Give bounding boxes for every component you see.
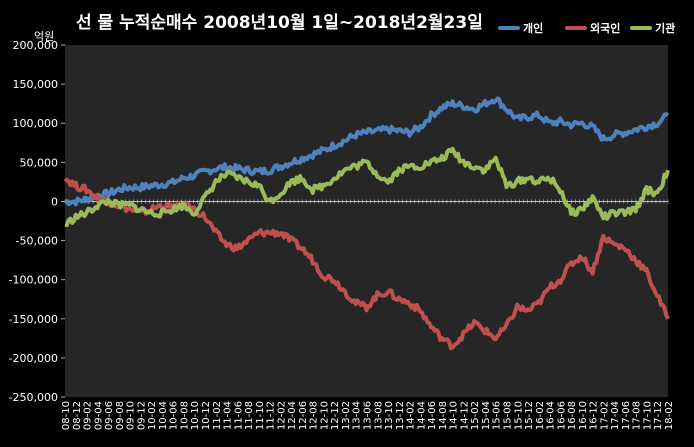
y-tick-label: -50,000 [16,235,58,248]
x-tick-label: 12-04 [287,401,298,430]
x-tick-label: 14-02 [406,401,417,430]
x-tick-label: 16-02 [535,401,546,430]
legend-swatch-individual [498,26,520,30]
x-tick-label: 12-12 [330,401,341,430]
x-tick-label: 11-10 [255,401,266,430]
x-tick-label: 10-04 [158,401,169,430]
x-tick-label: 10-06 [169,401,180,430]
y-tick-label: -200,000 [9,352,58,365]
x-tick-label: 09-04 [93,401,104,430]
x-tick-label: 15-08 [502,401,513,430]
x-tick-label: 13-10 [384,401,395,430]
x-tick-label: 10-12 [201,401,212,430]
x-tick-label: 17-04 [610,401,621,430]
x-tick-label: 16-08 [567,401,578,430]
x-tick-label: 11-04 [223,401,234,430]
chart-title: 선 물 누적순매수 2008년10월 1일~2018년2월23일 [76,13,483,33]
x-tick-label: 15-02 [470,401,481,430]
y-tick-label: 0 [51,195,58,208]
x-tick-label: 11-02 [212,401,223,430]
y-tick-label: -150,000 [9,313,58,326]
legend-label-institution: 기관 [655,22,676,35]
y-axis-unit-label: 억원 [34,30,55,43]
legend-swatch-foreign [565,26,587,30]
x-tick-label: 11-12 [266,401,277,430]
x-tick-label: 12-08 [309,401,320,430]
x-tick-label: 15-12 [524,401,535,430]
y-tick-label: -250,000 [9,391,58,404]
x-tick-label: 15-04 [481,401,492,430]
x-tick-label: 16-12 [589,401,600,430]
x-tick-label: 14-10 [449,401,460,430]
x-tick-label: 09-02 [83,401,94,430]
x-tick-label: 15-06 [492,401,503,430]
series-line-institution [64,146,670,228]
legend-item-foreign: 외국인 [565,20,620,36]
x-tick-label: 10-10 [190,401,201,430]
x-tick-label: 17-08 [632,401,643,430]
x-tick-label: 14-04 [416,401,427,430]
legend-label-foreign: 외국인 [590,22,621,35]
legend-label-individual: 개인 [523,22,544,35]
x-tick-label: 13-06 [363,401,374,430]
x-tick-label: 16-06 [556,401,567,430]
x-tick-label: 13-12 [395,401,406,430]
x-tick-label: 17-10 [642,401,653,430]
x-tick-label: 14-12 [459,401,470,430]
x-tick-label: 13-08 [373,401,384,430]
x-tick-label: 14-08 [438,401,449,430]
y-tick-label: -100,000 [9,274,58,287]
series-line-foreign [63,177,670,351]
x-tick-label: 13-04 [352,401,363,430]
x-tick-label: 12-10 [319,401,330,430]
x-tick-label: 16-10 [578,401,589,430]
x-tick-label: 09-08 [115,401,126,430]
x-tick-label: 18-02 [664,401,675,430]
y-tick-label: 150,000 [13,78,59,91]
x-tick-label: 09-10 [126,401,137,430]
x-tick-label: 09-12 [136,401,147,430]
x-tick-label: 17-12 [653,401,664,430]
x-tick-label: 11-06 [233,401,244,430]
x-tick-label: 12-02 [276,401,287,430]
x-tick-label: 14-06 [427,401,438,430]
plot-area [65,45,668,397]
x-tick-label: 09-06 [104,401,115,430]
x-tick-label: 17-02 [599,401,610,430]
x-tick-label: 13-02 [341,401,352,430]
x-tick-label: 17-06 [621,401,632,430]
x-tick-label: 10-08 [179,401,190,430]
legend-item-individual: 개인 [498,20,543,36]
legend-item-institution: 기관 [630,20,675,36]
series-line-individual [64,96,670,207]
x-tick-label: 08-10 [61,401,72,430]
y-tick-label: 200,000 [13,39,59,52]
x-tick-label: 10-02 [147,401,158,430]
y-tick-label: 50,000 [20,156,59,169]
y-tick-label: 100,000 [13,117,59,130]
x-tick-label: 15-10 [513,401,524,430]
x-tick-label: 12-06 [298,401,309,430]
x-tick-label: 16-04 [546,401,557,430]
x-tick-label: 11-08 [244,401,255,430]
legend-swatch-institution [630,26,652,30]
x-tick-label: 08-12 [72,401,83,430]
